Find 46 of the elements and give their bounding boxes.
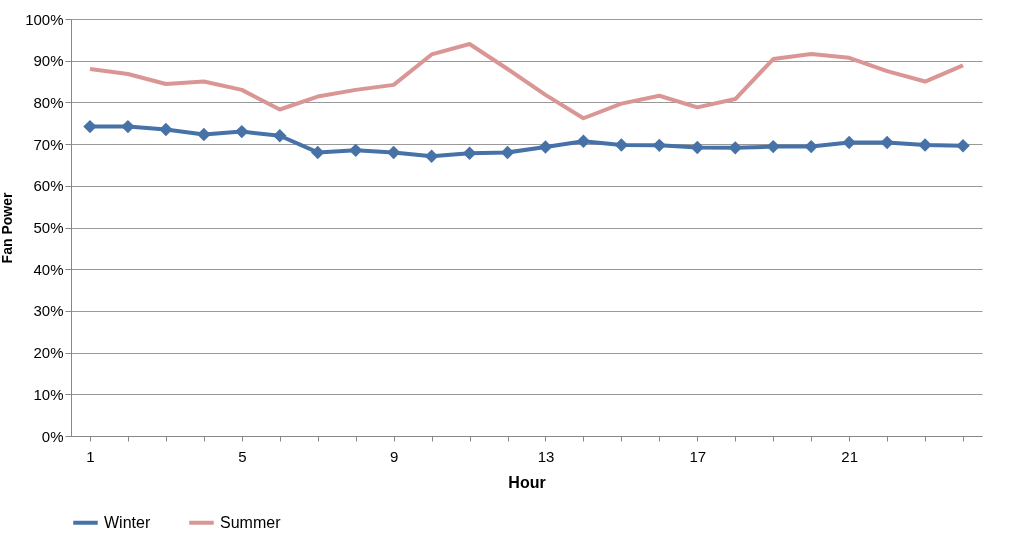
y-tick-label: 50% bbox=[33, 219, 64, 236]
x-tick-label: 1 bbox=[86, 447, 95, 465]
y-tick-label: 100% bbox=[25, 10, 64, 28]
y-tick-label: 80% bbox=[33, 93, 64, 111]
x-axis-title: Hour bbox=[508, 473, 546, 491]
y-tick-label: 10% bbox=[33, 385, 64, 403]
point bbox=[956, 139, 970, 153]
point bbox=[83, 119, 97, 134]
point bbox=[880, 135, 894, 150]
point bbox=[842, 135, 856, 150]
y-axis-title: Fan Power bbox=[0, 192, 16, 264]
point bbox=[652, 138, 667, 153]
point bbox=[273, 129, 287, 143]
point bbox=[235, 124, 249, 139]
x-tick-label: 21 bbox=[841, 447, 858, 465]
point bbox=[728, 141, 742, 155]
x-tick-label: 17 bbox=[689, 447, 707, 465]
point bbox=[690, 140, 705, 155]
point bbox=[804, 139, 818, 154]
x-tick-label: 13 bbox=[537, 447, 555, 465]
y-tick-label: 20% bbox=[33, 344, 64, 362]
point bbox=[159, 122, 173, 137]
legend-label: Winter bbox=[104, 513, 151, 531]
x-tick-label: 5 bbox=[238, 447, 247, 465]
point bbox=[197, 127, 211, 142]
point bbox=[500, 145, 515, 160]
y-tick-label: 90% bbox=[33, 52, 64, 70]
point bbox=[386, 145, 401, 160]
y-tick-label: 0% bbox=[41, 427, 64, 445]
point bbox=[538, 140, 553, 154]
y-tick-label: 40% bbox=[33, 260, 64, 278]
y-tick-label: 70% bbox=[33, 135, 64, 153]
legend-label: Summer bbox=[220, 513, 282, 531]
point bbox=[576, 134, 591, 148]
point bbox=[766, 139, 780, 154]
point bbox=[311, 145, 325, 160]
point bbox=[121, 119, 135, 134]
x-tick-label: 9 bbox=[389, 447, 399, 465]
point bbox=[918, 138, 932, 152]
y-tick-label: 30% bbox=[33, 302, 64, 320]
point bbox=[348, 143, 363, 158]
point bbox=[462, 146, 477, 160]
point bbox=[614, 138, 629, 152]
line-series bbox=[87, 42, 966, 121]
point bbox=[424, 149, 439, 163]
y-tick-label: 60% bbox=[33, 177, 64, 195]
